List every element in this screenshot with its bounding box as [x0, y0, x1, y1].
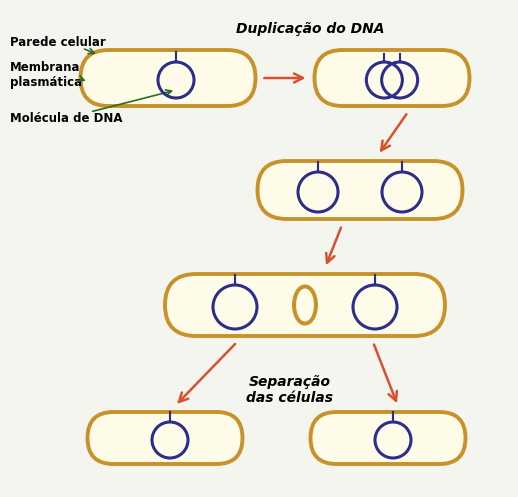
FancyBboxPatch shape [257, 161, 463, 219]
FancyBboxPatch shape [88, 412, 242, 464]
FancyBboxPatch shape [80, 50, 255, 106]
Text: Duplicação do DNA: Duplicação do DNA [236, 22, 384, 36]
FancyBboxPatch shape [165, 274, 445, 336]
FancyBboxPatch shape [310, 412, 466, 464]
Polygon shape [294, 286, 316, 324]
Polygon shape [297, 289, 313, 321]
Text: Membrana
plasmática: Membrana plasmática [10, 61, 82, 89]
Text: Molécula de DNA: Molécula de DNA [10, 111, 122, 125]
FancyBboxPatch shape [314, 50, 469, 106]
Text: Separação
das células: Separação das células [247, 375, 334, 405]
Text: Parede celular: Parede celular [10, 35, 106, 49]
